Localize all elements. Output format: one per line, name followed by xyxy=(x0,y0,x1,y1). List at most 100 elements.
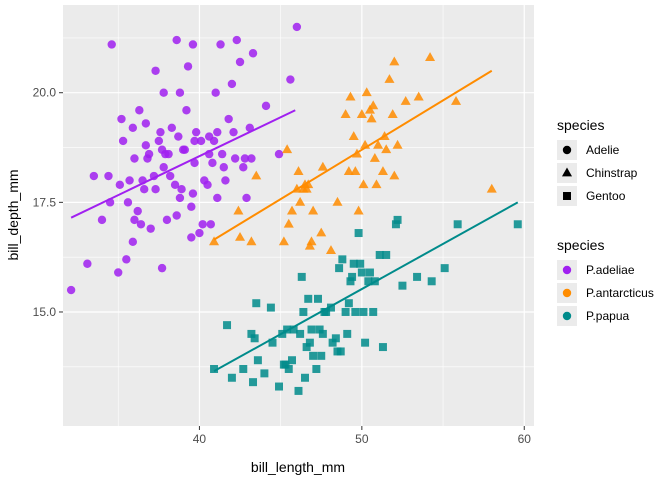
square-point xyxy=(326,303,335,312)
square-point xyxy=(453,220,462,229)
square-point xyxy=(247,329,256,338)
square-point xyxy=(266,303,275,312)
triangle-point xyxy=(384,74,395,83)
triangle-point xyxy=(387,109,398,119)
square-point xyxy=(365,268,374,277)
y-tick-label: 17.5 xyxy=(33,195,57,209)
circle-point xyxy=(188,189,198,198)
square-point xyxy=(331,334,340,343)
circle-point xyxy=(135,106,144,115)
y-tick-label: 15.0 xyxy=(33,305,57,319)
circle-point xyxy=(151,184,160,194)
circle-point xyxy=(240,154,250,163)
circle-point xyxy=(182,106,191,115)
circle-point xyxy=(229,127,238,137)
circle-point xyxy=(122,255,131,264)
circle-point xyxy=(206,220,215,229)
circle-point xyxy=(221,176,230,185)
circle-point xyxy=(213,193,222,203)
triangle-point xyxy=(358,179,369,189)
triangle-point xyxy=(350,166,361,176)
square-point xyxy=(296,329,305,338)
circle-point xyxy=(151,66,160,75)
circle-point xyxy=(130,215,139,225)
square-point xyxy=(341,307,350,316)
legend-label: Gentoo xyxy=(586,189,626,203)
x-tick-label: 40 xyxy=(193,432,207,446)
circle-point xyxy=(217,149,227,159)
circle-point xyxy=(183,62,193,71)
circle-point xyxy=(172,211,181,220)
square-point xyxy=(359,307,368,316)
square-point xyxy=(302,343,311,352)
circle-point xyxy=(157,263,167,273)
circle-point xyxy=(213,127,222,137)
triangle-point xyxy=(361,87,372,97)
square-point xyxy=(369,307,378,316)
x-tick-label: 60 xyxy=(518,432,532,446)
circle-point xyxy=(159,163,168,172)
square-point xyxy=(356,259,365,268)
triangle-point xyxy=(368,100,379,110)
circle-point xyxy=(175,193,185,203)
y-axis-label: bill_depth_mm xyxy=(5,169,21,260)
circle-point xyxy=(242,193,251,203)
square-point xyxy=(349,259,358,268)
triangle-point xyxy=(425,52,436,62)
circle-point xyxy=(136,220,146,229)
square-point xyxy=(281,360,290,369)
circle-point xyxy=(117,114,126,124)
circle-point xyxy=(235,57,245,67)
circle-point xyxy=(196,136,206,146)
triangle-point xyxy=(340,109,351,119)
circle-point xyxy=(224,114,233,124)
triangle-legend-icon xyxy=(561,167,573,177)
circle-legend-icon xyxy=(562,265,572,275)
triangle-point xyxy=(366,113,377,123)
square-point xyxy=(513,220,522,229)
triangle-point xyxy=(306,236,317,246)
circle-point xyxy=(180,145,190,154)
square-point xyxy=(288,356,296,365)
square-point xyxy=(328,338,337,347)
triangle-point xyxy=(283,218,294,228)
square-point xyxy=(357,268,366,277)
circle-point xyxy=(140,184,149,194)
square-point xyxy=(313,294,322,303)
circle-point xyxy=(156,127,165,137)
circle-point xyxy=(248,49,258,58)
circle-point xyxy=(83,259,92,268)
square-point xyxy=(250,334,259,343)
circle-point xyxy=(123,198,133,207)
triangle-point xyxy=(353,205,364,215)
circle-point xyxy=(128,123,138,132)
square-point xyxy=(304,294,313,303)
legend-label: P.adeliae xyxy=(586,263,635,277)
triangle-point xyxy=(389,170,400,180)
square-point xyxy=(312,364,321,373)
circle-point xyxy=(115,180,125,190)
circle-point xyxy=(190,158,199,168)
y-tick-label: 20.0 xyxy=(33,86,57,100)
triangle-point xyxy=(332,196,343,206)
square-point xyxy=(375,250,384,259)
square-point xyxy=(440,264,449,273)
square-point xyxy=(223,321,232,330)
circle-point xyxy=(195,228,204,238)
circle-point xyxy=(170,180,180,190)
square-point xyxy=(249,378,258,387)
square-point xyxy=(284,364,293,373)
circle-point xyxy=(162,215,172,225)
circle-point xyxy=(188,40,198,49)
square-point xyxy=(268,338,277,347)
circle-point xyxy=(175,88,185,97)
square-point xyxy=(317,351,326,360)
circle-legend-icon xyxy=(562,145,572,155)
circle-point xyxy=(245,123,254,132)
triangle-point xyxy=(451,96,462,105)
legend-shape: species Adelie Chinstrap Gentoo xyxy=(557,117,638,206)
regression-line xyxy=(213,69,493,241)
circle-point xyxy=(146,224,155,233)
circle-point xyxy=(107,40,116,49)
